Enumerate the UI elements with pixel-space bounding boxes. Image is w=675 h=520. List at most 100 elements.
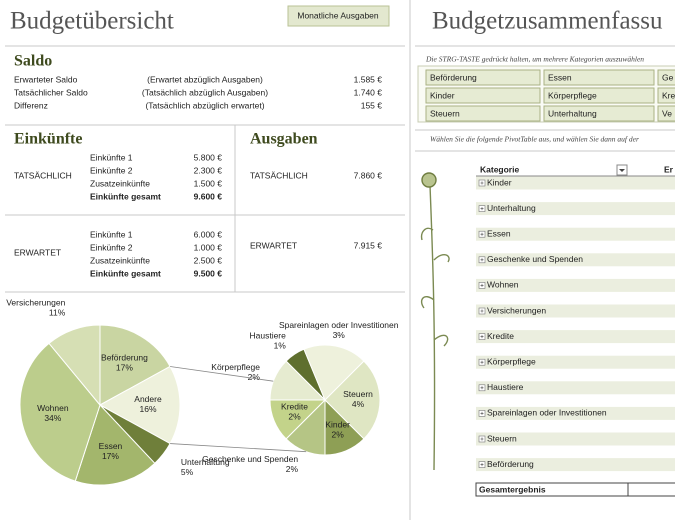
- slice-label: Körperpflege 2%: [211, 362, 260, 382]
- pivot-row-label: Essen: [487, 228, 511, 238]
- income-value: 2.500 €: [194, 255, 223, 265]
- pivot-total: Gesamtergebnis: [479, 484, 546, 494]
- slicer-hint: Die STRG-TASTE gedrückt halten, um mehre…: [425, 55, 644, 64]
- slicer-button[interactable]: [543, 87, 655, 104]
- slice-name: Beförderung: [101, 353, 148, 363]
- slice-label: Beförderung 17%: [101, 353, 148, 373]
- slice-label: Steuern 4%: [343, 389, 373, 409]
- slicer-label[interactable]: Kinder: [430, 90, 455, 100]
- slicer-button[interactable]: [543, 69, 655, 86]
- pivot-row-label: Steuern: [487, 433, 517, 443]
- slicer-button[interactable]: [657, 105, 675, 122]
- slice-label: Unterhaltung 5%: [181, 457, 230, 477]
- slice-name: Geschenke und Spenden: [202, 454, 298, 464]
- pivot-row-label: Versicherungen: [487, 305, 546, 315]
- slicer-button[interactable]: [425, 105, 541, 122]
- slicer-label[interactable]: Beförderung: [430, 72, 477, 82]
- expand-plus: [480, 207, 484, 211]
- pivot-row-label: Spareinlagen oder Investitionen: [487, 408, 607, 418]
- pivot-row-label: Beförderung: [487, 459, 534, 469]
- slicer-label[interactable]: Unterhaltung: [548, 108, 597, 118]
- expense-value: 7.860 €: [354, 170, 383, 180]
- expand-plus: [480, 181, 484, 185]
- expense-label: ERWARTET: [250, 240, 297, 250]
- expand-plus: [480, 283, 484, 287]
- slice-label: Haustiere 1%: [249, 331, 286, 351]
- pivot-header: Kategorie: [480, 164, 519, 174]
- slice-label: Versicherungen 11%: [6, 298, 66, 318]
- pivot-row-label: Geschenke und Spenden: [487, 254, 583, 264]
- slice-percent: 2%: [286, 464, 299, 474]
- button[interactable]: [287, 5, 390, 27]
- income-label: Einkünfte 2: [90, 242, 133, 252]
- slicer-button[interactable]: [657, 69, 675, 86]
- slicer-label[interactable]: Kre: [662, 90, 675, 100]
- slice-name: Wohnen: [37, 403, 69, 413]
- row-value: 1.585 €: [354, 74, 383, 84]
- slice-name: Haustiere: [249, 331, 286, 341]
- pivot-row-band: [476, 355, 675, 369]
- row-label: Tatsächlicher Saldo: [14, 87, 88, 97]
- pie-slice: [48, 324, 101, 407]
- expand-plus: [480, 309, 484, 313]
- slicer-label[interactable]: Essen: [548, 72, 572, 82]
- pivot-row-band: [476, 227, 675, 241]
- slice-percent: 17%: [116, 363, 133, 373]
- expand-plus: [480, 258, 484, 262]
- slice-name: Andere: [134, 394, 162, 404]
- income-value: 1.500 €: [194, 178, 223, 188]
- income-total-label: Einkünfte gesamt: [90, 191, 161, 201]
- slice-label: Kinder 2%: [325, 420, 350, 440]
- slicer-label[interactable]: Ge: [662, 72, 674, 82]
- row-value: 155 €: [361, 100, 383, 110]
- block-label: TATSÄCHLICH: [14, 170, 72, 180]
- slicer-label[interactable]: Ve: [662, 108, 672, 118]
- saldo-heading: Saldo: [14, 53, 52, 70]
- slice-percent: 34%: [44, 413, 61, 423]
- row-label: Differenz: [14, 100, 48, 110]
- slice-label: Geschenke und Spenden 2%: [202, 454, 298, 474]
- expenses-heading: Ausgaben: [250, 131, 318, 148]
- slice-name: Körperpflege: [211, 362, 260, 372]
- dropdown-arrow[interactable]: [619, 169, 625, 172]
- income-total-value: 9.500 €: [194, 268, 223, 278]
- slice-name: Kredite: [281, 402, 308, 412]
- slice-name: Kinder: [325, 420, 350, 430]
- pivot-row-band: [476, 176, 675, 190]
- slicer-button[interactable]: [425, 87, 541, 104]
- slice-percent: 17%: [102, 451, 119, 461]
- pivot-header: Er: [664, 164, 674, 174]
- slicer-button[interactable]: [425, 69, 541, 86]
- slicer-label[interactable]: Steuern: [430, 108, 460, 118]
- expense-value: 7.915 €: [354, 240, 383, 250]
- slicer-label[interactable]: Körperpflege: [548, 90, 597, 100]
- pivot-row-band: [476, 406, 675, 420]
- slice-name: Steuern: [343, 389, 373, 399]
- slice-percent: 2%: [331, 430, 344, 440]
- connector-line: [170, 443, 307, 453]
- button-label[interactable]: Monatliche Ausgaben: [297, 10, 379, 20]
- slice-label: Essen 17%: [99, 441, 123, 461]
- expand-plus: [480, 360, 484, 364]
- income-total-value: 9.600 €: [194, 191, 223, 201]
- income-label: Einkünfte 2: [90, 165, 133, 175]
- income-label: Zusatzeinkünfte: [90, 255, 150, 265]
- pie-slice: [324, 360, 381, 440]
- expand-plus: [480, 437, 484, 441]
- expense-label: TATSÄCHLICH: [250, 170, 308, 180]
- slice-label: Kredite 2%: [281, 402, 308, 422]
- slice-percent: 5%: [181, 467, 194, 477]
- summary-title: Budgetzusammenfassu: [432, 8, 663, 35]
- slicer-button[interactable]: [657, 87, 675, 104]
- slice-label: Spareinlagen oder Investitionen 3%: [279, 320, 399, 340]
- slicer-button[interactable]: [543, 105, 655, 122]
- pivot-row-band: [476, 202, 675, 216]
- pivot-row-band: [476, 253, 675, 267]
- income-label: Einkünfte 1: [90, 152, 133, 162]
- income-heading: Einkünfte: [14, 131, 82, 148]
- pie-slice: [98, 365, 181, 445]
- income-label: Zusatzeinkünfte: [90, 178, 150, 188]
- slice-percent: 11%: [49, 308, 66, 318]
- slice-percent: 2%: [248, 372, 261, 382]
